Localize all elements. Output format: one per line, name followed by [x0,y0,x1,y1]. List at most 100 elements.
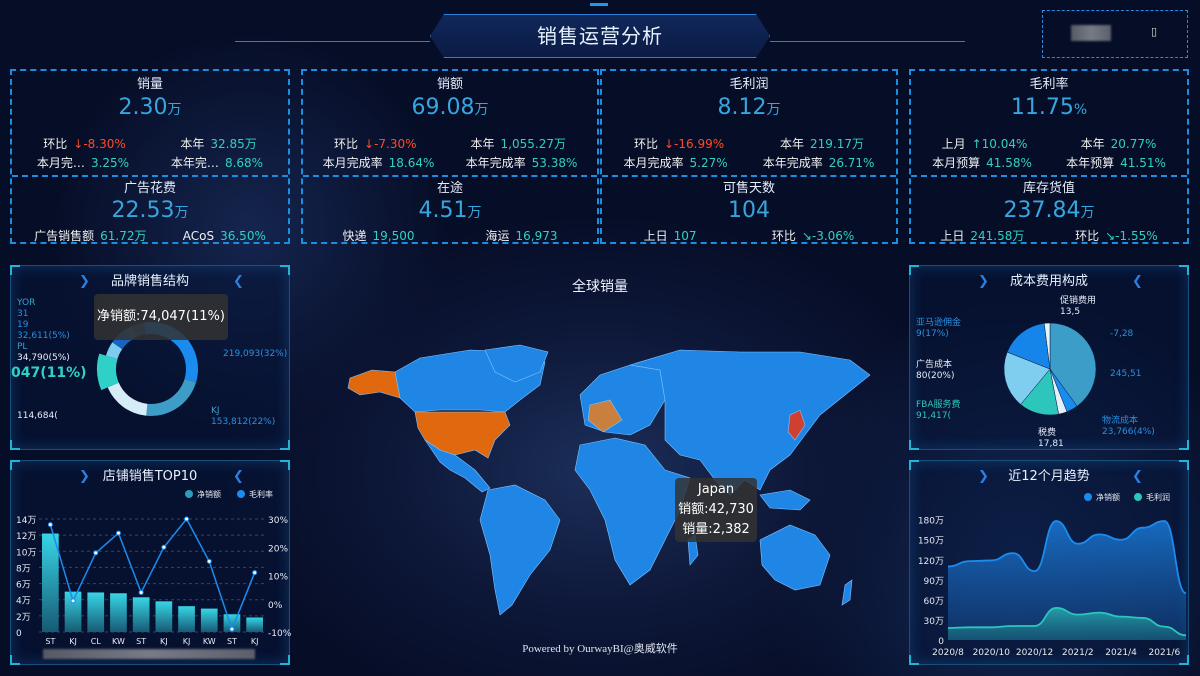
panel-corner [909,460,919,470]
pie-name: 税费 [1038,426,1056,438]
donut-label: 219,093(32%) [223,349,287,359]
title-frame [430,14,770,58]
kpi-metric-label: 环比 [43,137,68,151]
map-title: 全球销量 [572,279,628,295]
kpi-metric-label: 上日 [643,229,668,243]
kpi-metric-value: ↓-8.30% [73,137,126,151]
chevron-left-icon: ❮ [1132,274,1143,289]
country-japan[interactable] [787,409,806,441]
panel-corner [280,440,290,450]
panel-corner [1179,440,1189,450]
kpi-metric-value: ↑10.04% [971,137,1028,151]
donut-label: 114,684( [17,411,58,421]
country-alaska[interactable] [347,369,401,399]
kpi-metric-value: 19,500 [372,229,415,243]
kpi-metric-value: 41.51% [1120,156,1166,170]
brand-tooltip-text: 净销额:74,047(11%) [97,309,225,324]
panel-corner [909,265,919,275]
pie-name: 促销费用 [1060,294,1096,306]
kpi-card-0: 销量 2.30万 环比 ↓-8.30% 本年 32.85万 本月完… 3.25% 本年完… 8.6… [10,69,290,244]
kpi-metric: 快递 19,500 [342,229,414,244]
bar [42,533,59,632]
world-map-panel: 全球销量 Japan 销额:42,730 销量:2,382 Powered by… [300,260,900,670]
header-line-left [235,41,430,42]
country-new-zealand[interactable] [841,579,853,606]
legend-dot-sales [1084,493,1092,501]
country-greenland[interactable] [484,344,549,383]
kpi-title: 销额 [436,77,463,92]
kpi-title: 毛利润 [729,77,769,92]
kpi-metric-label: 环比 [1075,229,1100,243]
country-africa[interactable] [574,437,691,586]
kpi-row: 本月预算 41.58% 本年预算 41.51% [915,156,1183,171]
kpi-metric-label: 本年 [1080,137,1105,151]
x-tick: CL [91,637,102,646]
kpi-metric: 环比 ↘-1.55% [1075,229,1158,244]
y-tick-left: 2万 [16,613,31,623]
donut-label: 32,611(5%) [17,331,70,341]
country-europe[interactable] [579,364,666,436]
kpi-metric: 海运 16,973 [485,229,557,244]
kpi-metric-label: 本年完成率 [762,156,823,170]
y-tick-left: 14万 [16,516,36,526]
x-tick: KJ [183,637,191,646]
country-usa[interactable] [414,411,511,459]
panel-corner [10,655,20,665]
line-profit [947,607,1187,637]
world-map[interactable] [300,260,900,670]
country-south-america[interactable] [479,484,561,616]
kpi-metric: 本年 1,055.27万 [471,137,566,152]
kpi-metric-value: 18.64% [388,156,435,170]
rate-point [138,589,144,595]
kpi-metric-label: 本年 [180,137,205,151]
kpi-metric-label: 本月预算 [932,156,981,170]
y-tick: 150万 [918,537,944,547]
country-southeast-asia[interactable] [759,489,811,511]
date-value-blurred [1071,25,1111,41]
kpi-metric: 本年完成率 26.71% [763,156,875,171]
kpi-metric-label: 本年完成率 [465,156,526,170]
kpi-metric-label: 环比 [771,229,796,243]
panel-corner [1179,460,1189,470]
rate-point [115,530,121,536]
kpi-metric: 上日 241.58万 [940,229,1024,244]
area-sales [948,521,1186,640]
kpi-metric: 本年 32.85万 [180,137,256,152]
kpi-metric: 本年 219.17万 [780,137,864,152]
kpi-unit: 万 [1080,205,1095,221]
kpi-metric-label: 海运 [485,229,510,243]
y-tick: 60万 [924,597,944,607]
calendar-icon[interactable]: ▯ [1151,25,1158,38]
kpi-metric: 本年完… 8.68% [171,156,263,171]
y-tick-right: 0% [268,601,283,611]
kpi-value: 69.08万 [411,95,489,120]
kpi-metric-value: ↓-16.99% [663,137,725,151]
kpi-value: 4.51万 [418,198,482,223]
kpi-metric-value: 5.27% [689,156,728,170]
donut-name: KJ [211,406,220,416]
chevron-left-icon: ❮ [1132,469,1143,484]
date-picker[interactable]: ▯ [1042,10,1188,58]
page-title: 销售运营分析 [537,24,663,48]
kpi-row: 广告销售额 61.72万 ACoS 36.50% [16,229,284,244]
header-line-right [770,41,965,42]
kpi-metric: 本月完… 3.25% [37,156,129,171]
country-mexico[interactable] [424,439,491,493]
rate-point [252,570,258,576]
country-west-europe[interactable] [587,399,623,433]
kpi-metric-label: 上日 [940,229,965,243]
kpi-divider [602,175,896,177]
y-tick-right: 30% [268,516,288,526]
chevron-left-icon: ❮ [233,274,244,289]
country-asia[interactable] [629,349,871,496]
kpi-unit: 万 [467,205,482,221]
kpi-value: 8.12万 [717,95,781,120]
tooltip-qty: 销量:2,382 [682,522,750,537]
legend-sales: 净销额 [1096,492,1120,502]
rate-point [93,550,99,556]
kpi-metric-label: 环比 [334,137,359,151]
top10-chart: 0 2万 4万 6万 8万 10万 12万 14万 -10% 0% 10% 20% 30% ST KJ CL K… [16,489,291,646]
kpi-metric: 本月预算 41.58% [932,156,1032,171]
country-australia[interactable] [759,524,831,591]
map-tooltip: Japan 销额:42,730 销量:2,382 [675,478,757,542]
